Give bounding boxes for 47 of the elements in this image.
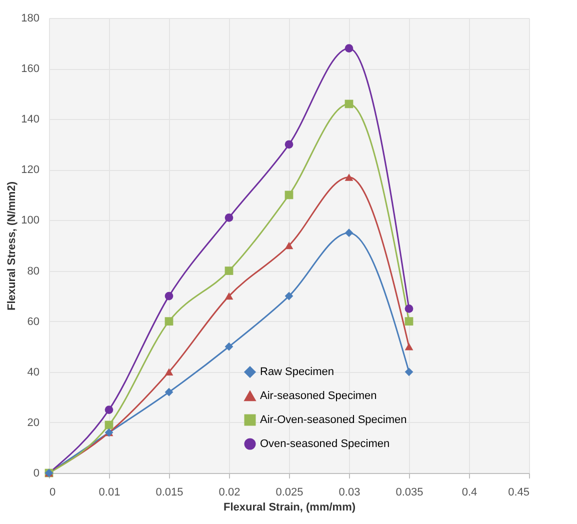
- x-tick-label: 0.025: [276, 486, 304, 498]
- point: [404, 368, 414, 376]
- x-tick-label: 0.03: [338, 486, 360, 498]
- y-axis-title: Flexural Stress, (N/mm2): [6, 181, 18, 310]
- y-tick-label: 140: [21, 114, 40, 126]
- point: [404, 342, 414, 350]
- x-tick-label: 0.02: [218, 486, 240, 498]
- point: [164, 292, 174, 300]
- point: [284, 190, 294, 200]
- y-tick-label: 100: [21, 214, 40, 227]
- legend-label: Raw Specimen: [260, 366, 334, 378]
- point: [224, 214, 234, 222]
- point: [344, 100, 354, 108]
- point: [164, 317, 174, 326]
- point: [224, 342, 234, 351]
- point: [284, 242, 294, 250]
- x-axis-title: Flexural Strain, (mm/mm): [223, 502, 356, 514]
- point: [224, 266, 234, 275]
- x-tick-label: 0.015: [156, 486, 184, 498]
- y-tick-label: 40: [27, 366, 40, 378]
- point: [344, 228, 354, 238]
- y-tick-label: 60: [27, 316, 40, 328]
- point: [404, 304, 414, 313]
- point: [164, 368, 174, 376]
- y-tick-label: 120: [21, 164, 40, 176]
- legend-label: Air-Oven-seasoned Specimen: [260, 414, 407, 426]
- x-tick-label: 0.4: [462, 486, 478, 498]
- y-tick-label: 160: [21, 63, 40, 76]
- y-tick-label: 0: [33, 468, 40, 480]
- x-tick-label: 0.035: [396, 486, 424, 498]
- y-tick-label: 180: [21, 12, 40, 24]
- x-tick-label: 0.01: [98, 486, 120, 498]
- legend-label: Air-seasoned Specimen: [260, 390, 377, 402]
- y-tick-label: 20: [27, 416, 40, 429]
- point: [164, 388, 174, 396]
- point: [404, 317, 414, 326]
- point: [224, 292, 234, 300]
- point: [104, 406, 114, 414]
- point: [104, 420, 114, 430]
- point: [284, 140, 294, 149]
- point: [344, 174, 354, 181]
- legend-label: Oven-seasoned Specimen: [260, 438, 390, 450]
- x-tick-label: 0.45: [508, 486, 530, 498]
- y-tick-label: 80: [27, 265, 40, 278]
- x-tick-label: 0: [50, 486, 56, 498]
- point: [344, 44, 354, 53]
- point: [284, 292, 294, 300]
